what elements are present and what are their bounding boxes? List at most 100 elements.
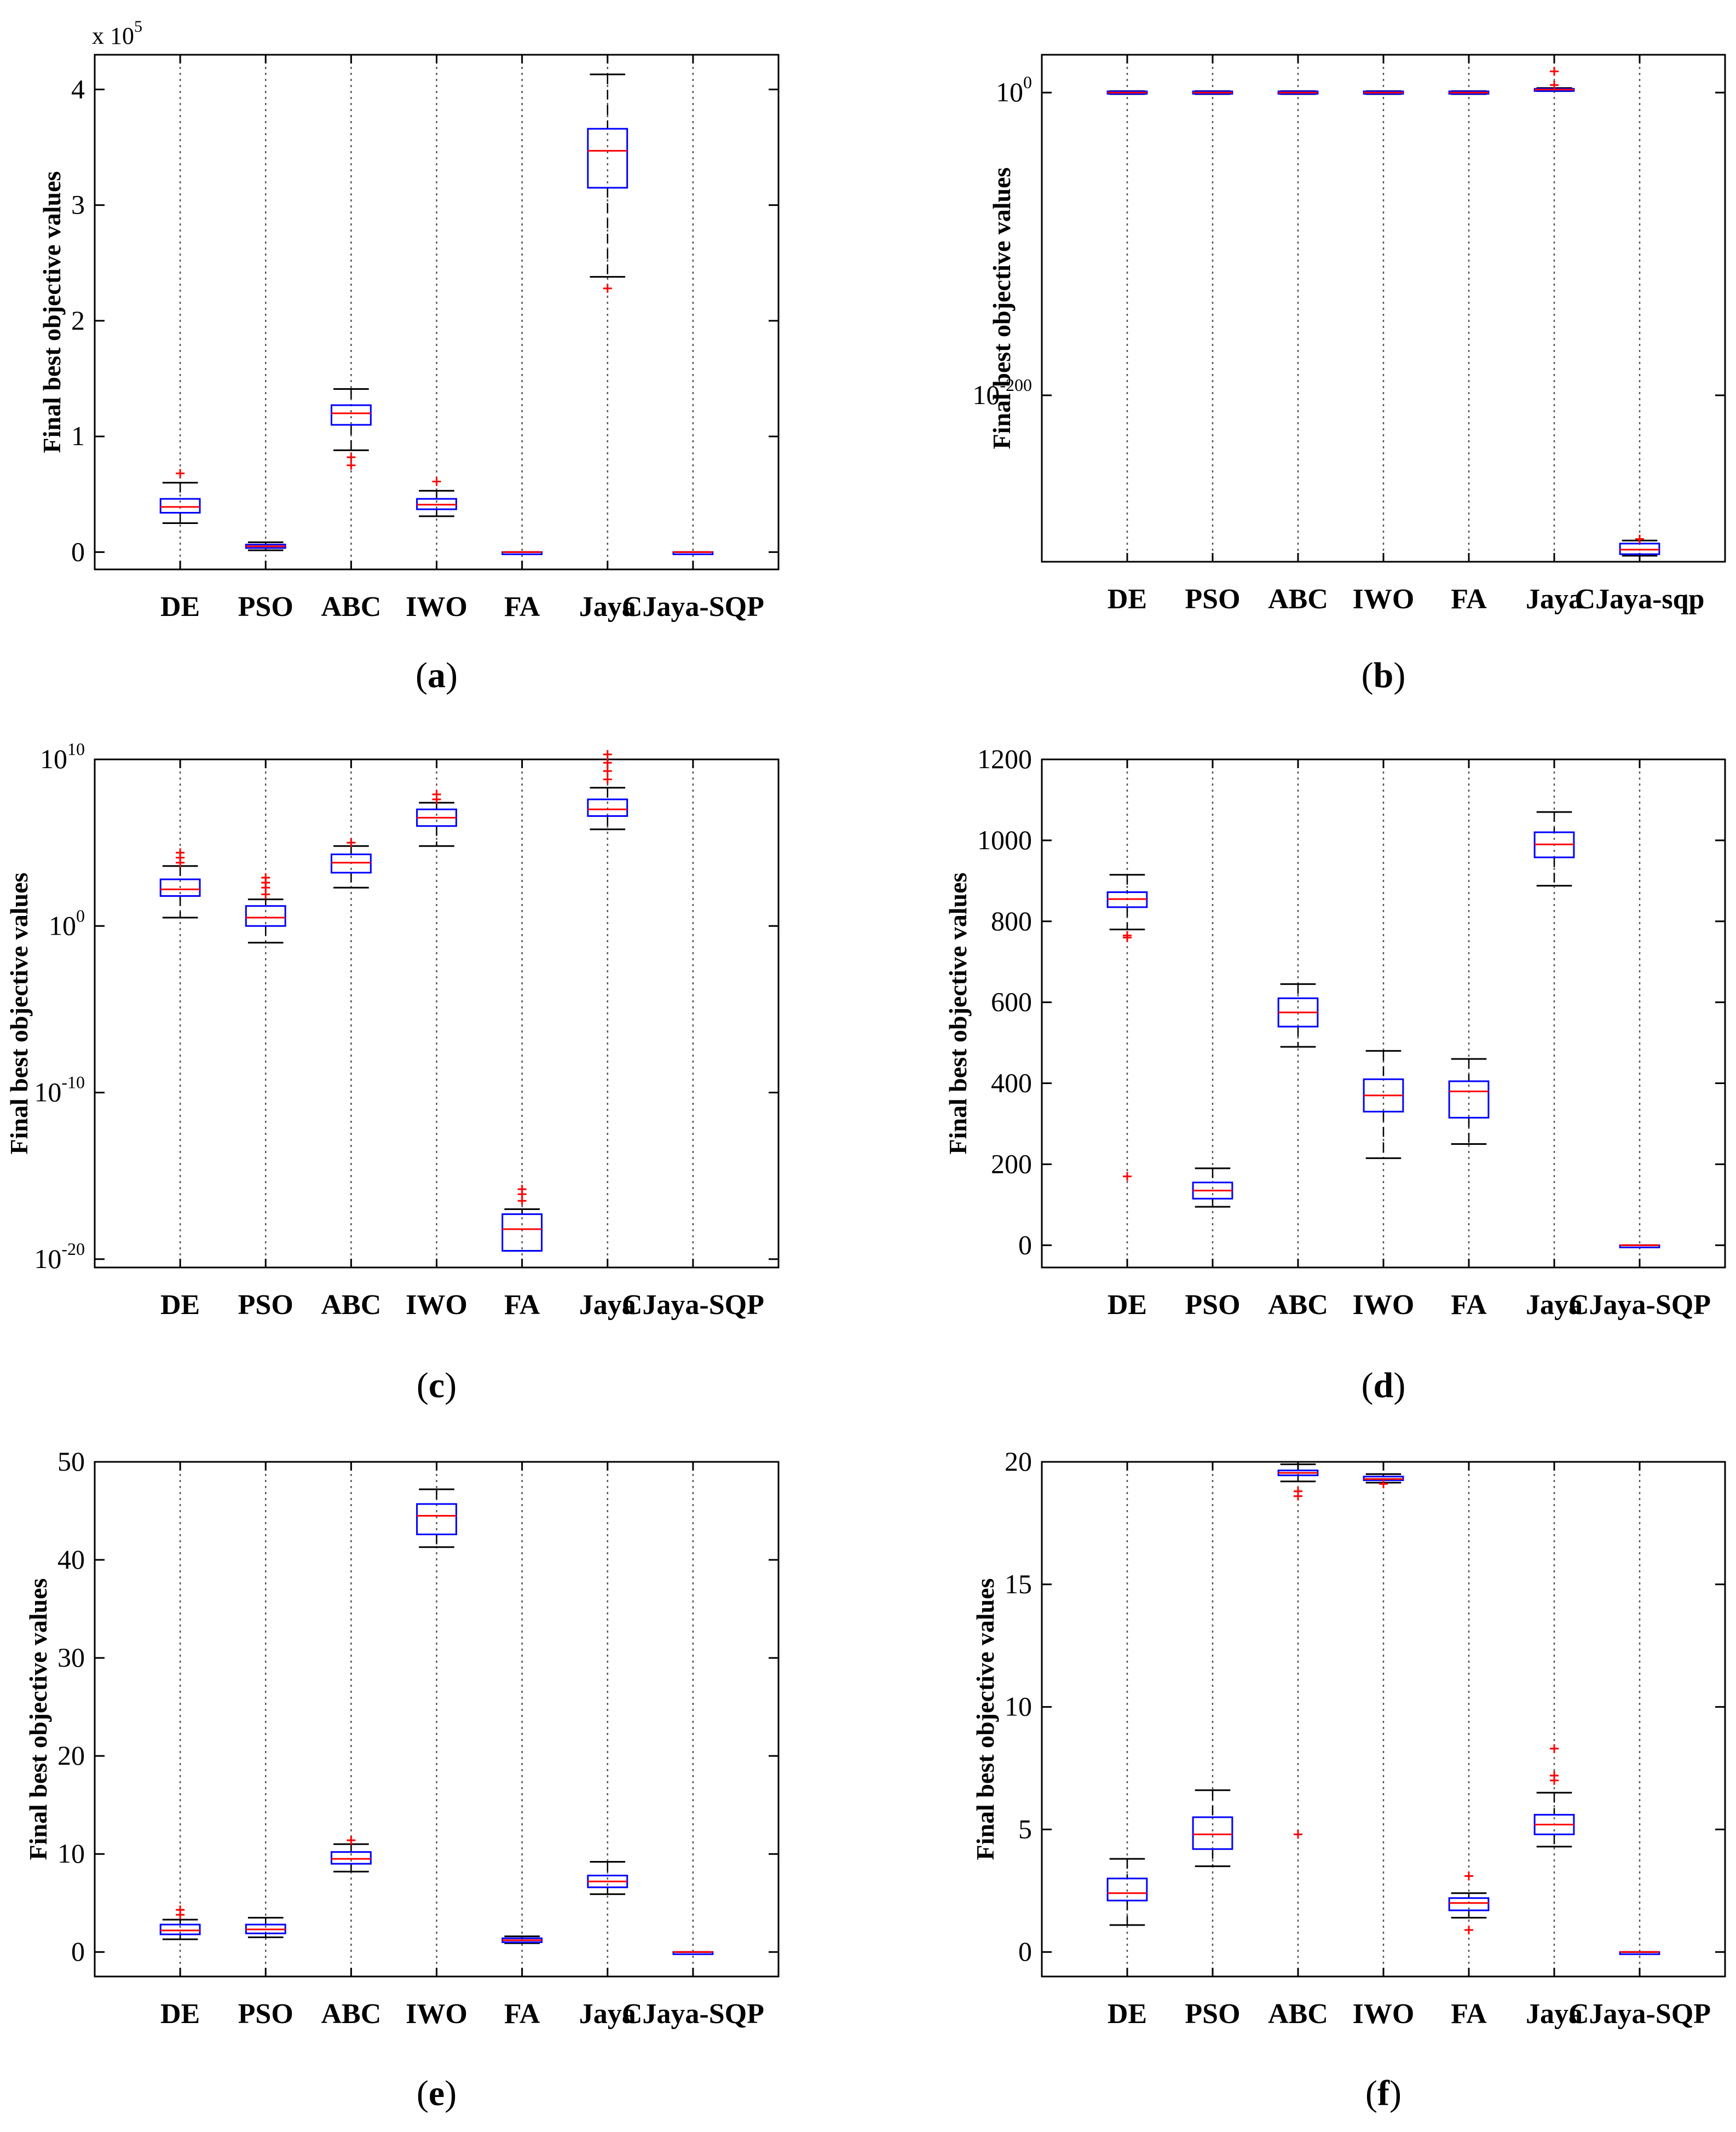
panel-c: 1010 100 10-10 10-20 DE PSO ABC IWO FA JayaCJaya-… (5, 739, 780, 1405)
plot-frame (1041, 1461, 1726, 1978)
outlier-point (1550, 1744, 1559, 1753)
x-tick-label: FA (1451, 1289, 1487, 1321)
y-axis-label: Final best objective values (38, 171, 66, 453)
axis-multiplier: x 105 (92, 18, 142, 49)
outlier-point (603, 284, 612, 293)
y-tick-label: 5 (1018, 1813, 1032, 1844)
y-tick-label: 20 (1005, 1446, 1032, 1477)
x-tick-label: Jaya (1526, 584, 1583, 615)
outlier-point (1464, 1925, 1473, 1934)
outlier-point (1294, 1830, 1302, 1839)
x-tick-label: DE (160, 591, 200, 623)
iqr-box (587, 128, 628, 189)
x-tick-label: FA (504, 591, 540, 623)
x-tick-label: IWO (1353, 584, 1415, 615)
box-pso (1192, 90, 1233, 95)
box-abc (330, 388, 372, 470)
box-iwo (416, 790, 457, 847)
panel-d: 0 200 400 600 800 1000 1200 DE PSO ABC IWO FA JayaCJ… (944, 744, 1726, 1405)
box-cjaya-sqp (1619, 1244, 1660, 1248)
box-de (159, 848, 201, 919)
box-pso (245, 873, 286, 944)
y-tick-label: 0 (71, 1936, 85, 1967)
outlier-point (603, 758, 612, 768)
x-tick-label: CJaya-SQP (622, 1289, 764, 1321)
outlier-point (1379, 1479, 1388, 1489)
outlier-point (1635, 534, 1644, 544)
outlier-point (1123, 931, 1132, 940)
y-tick-label: 40 (57, 1544, 85, 1575)
iqr-box (159, 498, 201, 514)
y-tick-label: 800 (991, 906, 1032, 936)
iqr-box (1106, 1877, 1148, 1901)
box-fa (1448, 1058, 1490, 1145)
y-tick-label: 3 (71, 189, 85, 220)
y-tick-label: 50 (57, 1446, 85, 1477)
y-tick-label: 10 (57, 1838, 85, 1869)
x-tick-label: PSO (1185, 1289, 1240, 1321)
box-fa (501, 551, 543, 555)
x-tick-label: Jaya (1526, 1998, 1583, 2030)
box-abc (330, 1836, 372, 1872)
box-cjaya-sqp (1619, 534, 1660, 557)
x-tick-label: DE (1108, 1289, 1147, 1321)
panel-label: (d) (1362, 1365, 1406, 1405)
y-axis-label: Final best objective values (5, 873, 33, 1155)
y-axis-label: Final best objective values (944, 873, 972, 1155)
y-tick-label: 2 (71, 305, 85, 336)
outlier-point (1123, 1172, 1132, 1181)
x-tick-label: IWO (1353, 1289, 1415, 1321)
x-tick-label: PSO (238, 1998, 293, 2030)
x-tick-label: DE (160, 1998, 200, 2030)
box-de (159, 1905, 201, 1940)
x-tick-label: Jaya (1526, 1289, 1583, 1321)
iqr-box (501, 1213, 543, 1252)
x-tick-label: DE (1108, 1998, 1147, 2030)
box-iwo (416, 477, 457, 517)
box-abc (1277, 90, 1319, 95)
outlier-point (1550, 1771, 1559, 1780)
iqr-box (1448, 1897, 1490, 1911)
box-pso (1192, 1789, 1233, 1868)
panel-label: (f) (1365, 2073, 1402, 2113)
y-tick-label: 20 (57, 1740, 85, 1771)
x-tick-label: CJaya-sqp (1575, 584, 1705, 615)
x-tick-label: Jaya (579, 1289, 636, 1321)
y-tick-label: 1000 (977, 825, 1032, 855)
box-abc (1277, 983, 1319, 1048)
x-tick-label: ABC (1268, 584, 1328, 615)
panel-label: (e) (417, 2073, 457, 2113)
x-tick-label: ABC (1268, 1998, 1328, 2030)
x-tick-label: IWO (406, 1289, 468, 1321)
outlier-point (176, 848, 185, 857)
y-tick-label: 1 (71, 420, 85, 451)
y-tick-label: 10-10 (34, 1073, 85, 1108)
y-tick-label: 400 (991, 1068, 1032, 1098)
outlier-point (432, 477, 441, 486)
outlier-point (603, 767, 612, 776)
box-abc (330, 838, 372, 889)
y-axis-label: Final best objective values (988, 168, 1016, 450)
box-jaya (587, 1861, 628, 1895)
box-iwo (416, 1488, 457, 1548)
y-tick-label: 100 (49, 906, 85, 941)
box-fa (501, 1185, 543, 1252)
box-jaya (587, 750, 628, 831)
outlier-point (432, 790, 441, 799)
box-iwo (1363, 1473, 1404, 1489)
x-tick-label: CJaya-SQP (622, 591, 764, 623)
outlier-point (176, 469, 185, 478)
iqr-box (587, 798, 628, 817)
x-tick-label: CJaya-SQP (1568, 1998, 1711, 2030)
x-tick-label: IWO (1353, 1998, 1415, 2030)
box-de (1106, 1858, 1148, 1926)
outlier-point (1550, 67, 1559, 76)
y-tick-label: 10-20 (34, 1239, 85, 1274)
y-tick-label: 30 (57, 1642, 85, 1673)
x-tick-label: ABC (321, 1998, 381, 2030)
x-tick-label: PSO (238, 591, 293, 623)
x-tick-label: CJaya-SQP (1568, 1289, 1711, 1321)
